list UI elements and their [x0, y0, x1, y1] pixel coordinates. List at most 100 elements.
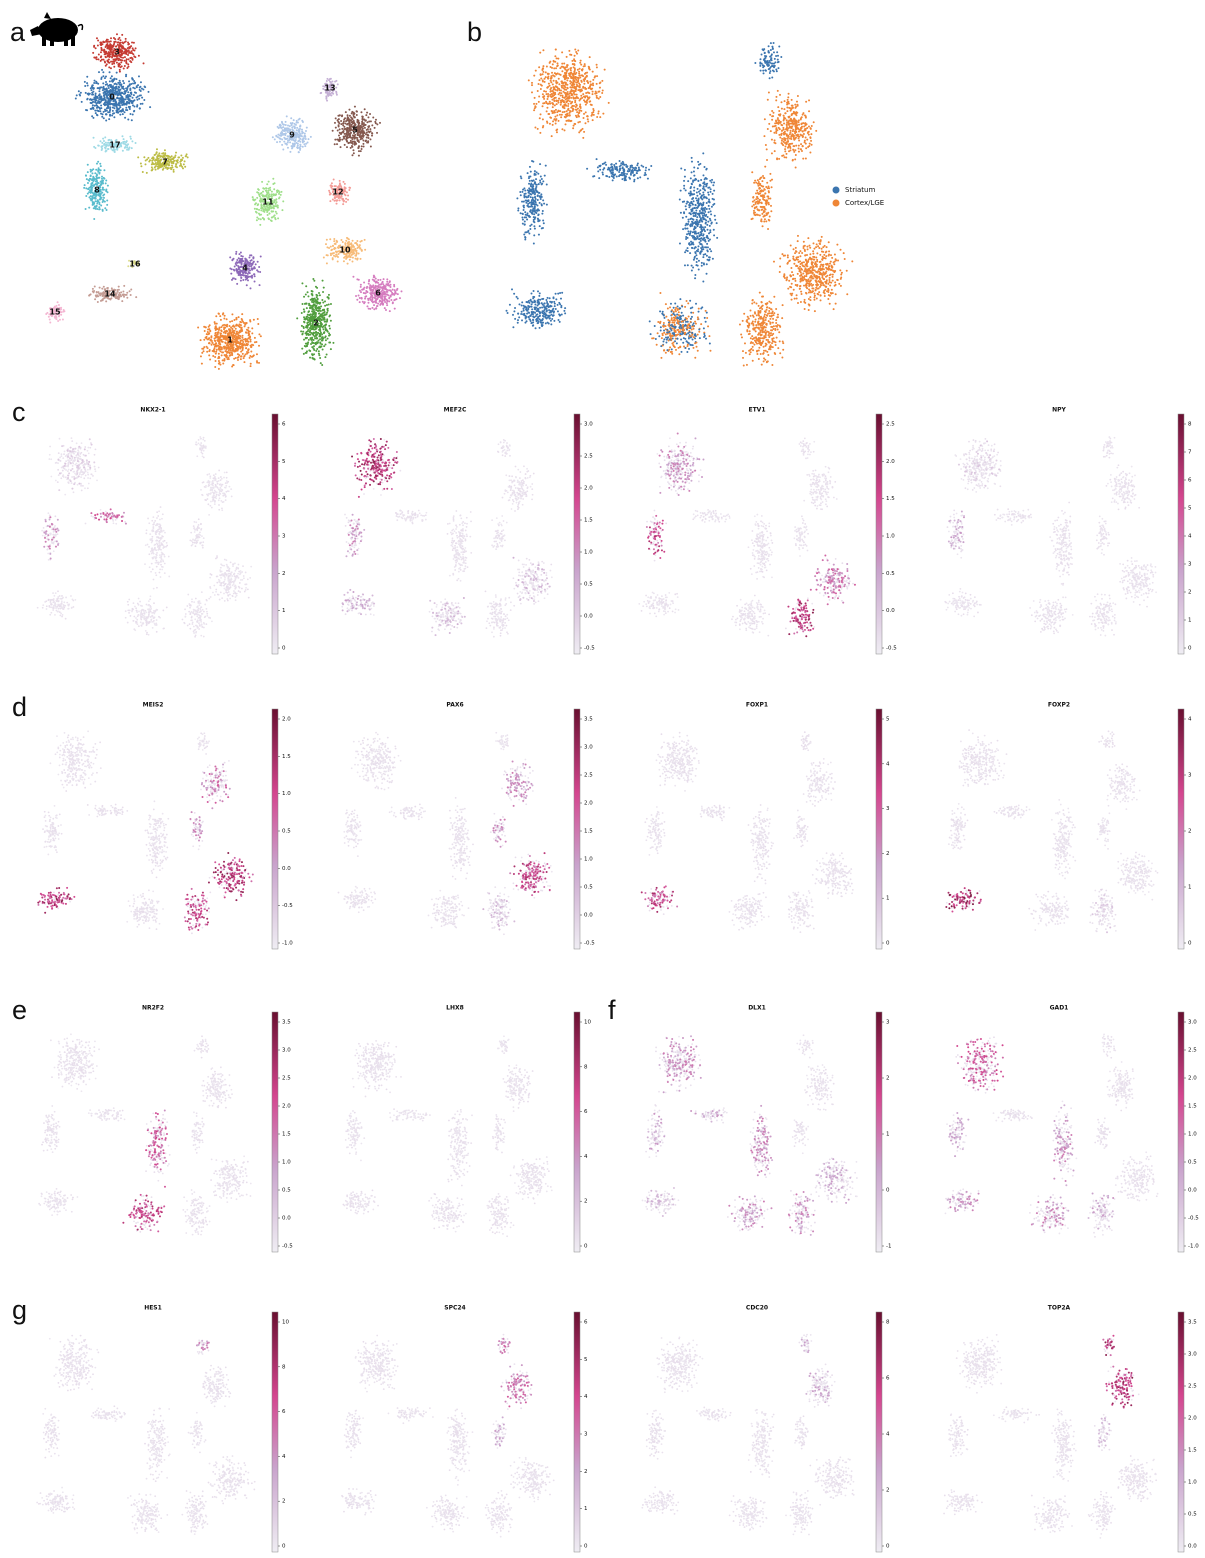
cell-dot — [323, 317, 325, 319]
cell-dot — [105, 56, 107, 58]
cell-dot — [356, 121, 358, 123]
cell-dot — [281, 209, 283, 211]
cell-dot — [575, 89, 577, 91]
cell-dot — [563, 62, 565, 64]
cell-dot — [575, 76, 577, 78]
cell-dot — [602, 89, 604, 91]
cell-dot — [386, 278, 388, 280]
cell-dot — [148, 160, 150, 162]
cell-dot — [241, 337, 243, 339]
cell-dot — [103, 88, 105, 90]
cell-dot — [315, 350, 317, 352]
cell-dot — [560, 102, 562, 104]
cell-dot — [329, 334, 331, 336]
cell-dot — [253, 319, 255, 321]
cell-dot — [132, 47, 134, 49]
cell-dot — [102, 199, 104, 201]
cell-dot — [551, 72, 553, 74]
cell-dot — [366, 136, 368, 138]
cell-dot — [337, 251, 339, 253]
cell-dot — [366, 131, 368, 133]
cell-dot — [323, 287, 325, 289]
cell-dot — [247, 349, 249, 351]
cell-dot — [96, 177, 98, 179]
cell-dot — [120, 61, 122, 63]
cell-dot — [215, 345, 217, 347]
cell-dot — [291, 145, 293, 147]
cell-dot — [311, 332, 313, 334]
cell-dot — [128, 149, 130, 151]
cell-dot — [326, 80, 328, 82]
cell-dot — [104, 136, 106, 138]
cell-dot — [336, 94, 338, 96]
cell-dot — [257, 318, 259, 320]
cell-dot — [106, 60, 108, 62]
cell-dot — [104, 77, 106, 79]
cell-dot — [157, 168, 159, 170]
cell-dot — [361, 123, 363, 125]
cell-dot — [362, 133, 364, 135]
cell-dot — [87, 84, 89, 86]
cell-dot — [90, 198, 92, 200]
cell-dot — [127, 66, 129, 68]
cell-dot — [332, 130, 334, 132]
cell-dot — [235, 328, 237, 330]
cell-dot — [324, 327, 326, 329]
cell-dot — [262, 191, 264, 193]
cell-dot — [277, 217, 279, 219]
cell-dot — [257, 323, 259, 325]
cell-dot — [105, 81, 107, 83]
cell-dot — [113, 112, 115, 114]
cell-dot — [122, 42, 124, 44]
cell-dot — [547, 75, 549, 77]
cell-dot — [262, 187, 264, 189]
cell-dot — [303, 339, 305, 341]
cell-dot — [203, 326, 205, 328]
cell-dot — [556, 129, 558, 131]
cell-dot — [105, 113, 107, 115]
cell-dot — [179, 165, 181, 167]
cell-dot — [251, 332, 253, 334]
cell-dot — [302, 331, 304, 333]
cell-dot — [576, 94, 578, 96]
cell-dot — [106, 53, 108, 55]
cell-dot — [254, 267, 256, 269]
cell-dot — [309, 307, 311, 309]
cell-dot — [345, 111, 347, 113]
cell-dot — [577, 69, 579, 71]
cell-dot — [123, 296, 125, 298]
cell-dot — [276, 141, 278, 143]
cell-dot — [564, 72, 566, 74]
cell-dot — [271, 193, 273, 195]
cell-dot — [319, 330, 321, 332]
cell-dot — [322, 349, 324, 351]
cell-dot — [108, 59, 110, 61]
cell-dot — [241, 274, 243, 276]
cell-dot — [168, 155, 170, 157]
cell-dot — [292, 144, 294, 146]
cell-dot — [313, 353, 315, 355]
cell-dot — [352, 149, 354, 151]
cell-dot — [540, 74, 542, 76]
cell-dot — [364, 239, 366, 241]
cell-dot — [88, 295, 90, 297]
cell-dot — [185, 155, 187, 157]
cell-dot — [309, 319, 311, 321]
cell-dot — [575, 51, 577, 53]
cell-dot — [365, 124, 367, 126]
cell-dot — [342, 203, 344, 205]
cell-dot — [127, 118, 129, 120]
cell-dot — [261, 181, 263, 183]
cell-dot — [329, 78, 331, 80]
cell-dot — [254, 275, 256, 277]
cell-dot — [268, 212, 270, 214]
cell-dot — [358, 150, 360, 152]
cell-dot — [573, 105, 575, 107]
cell-dot — [589, 81, 591, 83]
cell-dot — [113, 66, 115, 68]
cell-dot — [365, 140, 367, 142]
cell-dot — [375, 278, 377, 280]
cell-dot — [240, 346, 242, 348]
cell-dot — [359, 241, 361, 243]
cell-dot — [236, 264, 238, 266]
